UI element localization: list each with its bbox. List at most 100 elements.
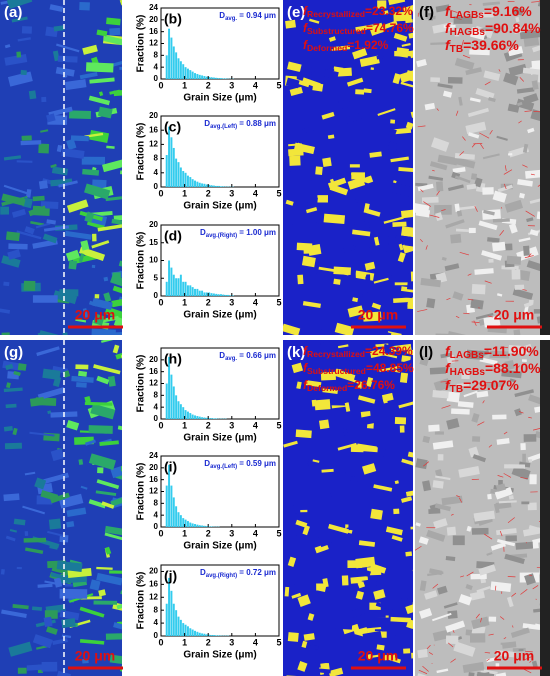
grain [506,596,514,608]
bar [210,185,213,187]
grain [357,80,369,90]
grain [486,552,493,556]
x-tick-label: 0 [158,528,163,538]
grain [345,466,360,476]
grain [426,298,436,309]
bar [212,185,215,187]
grain [407,451,413,459]
grain [447,184,464,192]
grain [112,272,121,279]
bar [229,295,232,296]
grain [435,333,452,335]
grain [520,443,526,451]
grain [418,536,429,545]
grain [400,286,413,293]
grain [31,606,43,611]
bar [175,395,178,419]
stat-subscript: Recrystallized [307,9,365,19]
grain [426,529,446,542]
grain [476,671,495,676]
boundary [499,530,503,537]
grain [96,479,120,490]
grain [492,190,507,203]
grain [21,135,32,141]
stat-subscript: HAGBs [450,27,486,38]
grain [44,610,58,619]
x-tick-label: 4 [253,297,258,307]
grain [5,382,11,389]
grain [471,284,486,295]
boundary [425,245,428,250]
grain [13,370,21,377]
grain [401,458,413,468]
boundary [455,315,460,319]
grain [362,446,378,453]
grain [293,142,315,155]
y-tick-label: 0 [154,414,159,423]
x-tick-label: 0 [158,420,163,430]
bar [210,77,213,79]
bar [198,416,201,419]
bar [165,603,168,636]
bar [198,525,201,527]
grain [320,340,335,351]
grain [428,424,440,432]
grain [11,208,27,218]
bar [179,274,182,296]
grain [508,223,518,234]
grain [403,642,413,649]
grain [36,346,60,357]
grain [522,453,526,463]
grain [394,416,407,425]
stat-symbol: f [445,360,451,376]
grain [66,138,77,151]
grain [374,533,390,541]
grain [435,212,443,222]
grain [35,222,51,229]
panel-label: (b) [164,11,182,27]
grain [514,389,535,398]
grain [294,38,299,46]
panel-label: (c) [164,119,181,135]
boundary [463,312,470,315]
grain [405,602,413,615]
panel-label: (e) [287,4,305,21]
grain [49,542,59,550]
panel-label: (g) [4,344,23,361]
grain [506,255,522,265]
grain [519,30,541,40]
grain [312,459,320,463]
grain [400,496,413,503]
scale-label: 20 μm [358,307,398,323]
grain [377,108,396,116]
grain [3,387,23,393]
micrograph [283,340,413,676]
stat-label: fHAGBs=90.84% [445,20,541,38]
bar [203,76,206,79]
y-tick-label: 8 [154,154,159,163]
boundary [524,346,527,351]
grain [440,352,451,359]
grain [367,653,373,660]
x-tick-label: 4 [253,528,258,538]
stat-value: =90.84% [485,20,541,36]
grain [3,155,22,161]
bar [177,162,180,187]
grain [488,258,494,263]
grain [320,542,331,548]
x-tick-label: 5 [276,528,281,538]
bar [205,526,208,527]
y-tick-label: 8 [154,50,159,59]
bar [196,73,199,79]
stat-label: fTB=39.66% [445,37,519,55]
grain [306,177,312,181]
average-value: = 1.00 μm [237,228,276,237]
grain [98,91,104,97]
grain [0,308,11,314]
grain [350,359,370,364]
grain [428,175,444,181]
stat-label: fDeformed=26.76% [303,378,395,393]
grain [287,221,294,229]
grain [297,594,311,607]
grain [305,73,312,79]
